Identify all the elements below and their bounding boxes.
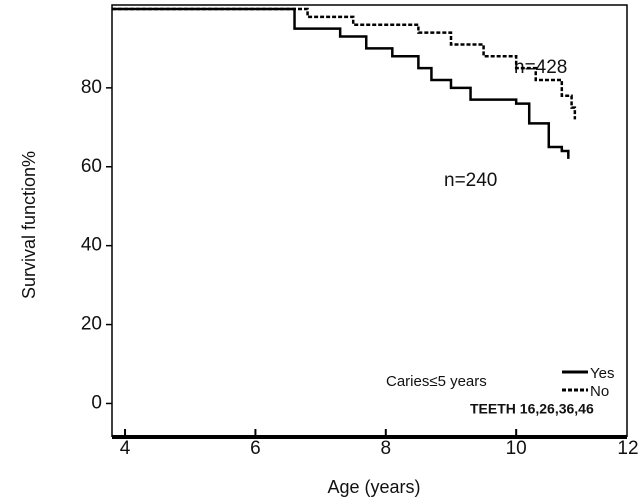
x-tick-label: 10 — [506, 438, 527, 459]
x-tick-label: 8 — [381, 438, 392, 459]
y-tick-label: 60 — [81, 156, 102, 177]
survival-curve — [112, 7, 570, 159]
x-tick-label: 4 — [120, 438, 131, 459]
y-tick-label: 80 — [81, 77, 102, 98]
annotation: n=428 — [514, 57, 567, 78]
x-axis-title: Age (years) — [327, 477, 420, 497]
plot-frame — [111, 4, 628, 437]
annotation: n=240 — [444, 170, 497, 191]
y-tick-label: 0 — [91, 392, 102, 413]
y-axis-title: Survival function% — [19, 151, 39, 299]
x-tick-label: 6 — [250, 438, 261, 459]
note: TEETH 16,26,36,46 — [470, 401, 594, 417]
x-tick-label: 12 — [617, 438, 638, 459]
survival-curve — [112, 7, 577, 120]
legend-title: Caries≤5 years — [386, 373, 487, 390]
legend-label: Yes — [590, 365, 614, 382]
legend-label: No — [590, 383, 609, 400]
y-tick-label: 20 — [81, 314, 102, 335]
y-tick-label: 40 — [81, 235, 102, 256]
